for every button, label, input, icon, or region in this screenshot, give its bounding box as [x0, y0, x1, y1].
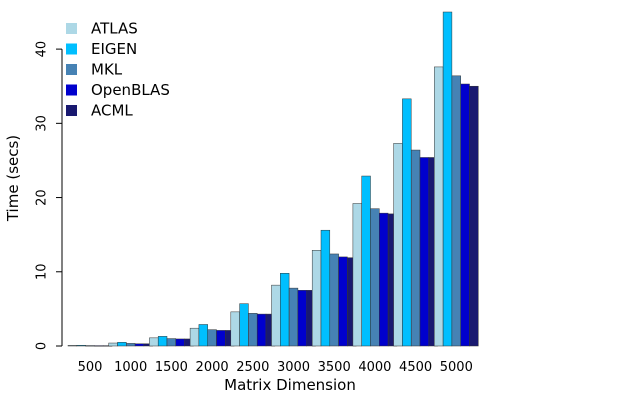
- bar-openblas-4500: [419, 157, 430, 347]
- bar-atlas-3500: [311, 250, 322, 347]
- x-tick-label: 2500: [236, 360, 269, 375]
- bar-eigen-500: [76, 345, 86, 347]
- bar-atlas-2500: [230, 311, 240, 347]
- legend-swatch-mkl: [66, 64, 77, 75]
- bar-atlas-3000: [271, 284, 281, 347]
- bar-eigen-1000: [117, 342, 127, 347]
- bar-mkl-3500: [329, 253, 339, 347]
- bar-mkl-2000: [207, 329, 217, 347]
- legend-label-acml: ACML: [91, 102, 133, 120]
- legend-label-openblas: OpenBLAS: [91, 81, 170, 99]
- bar-eigen-4500: [402, 98, 412, 347]
- bar-atlas-2000: [189, 327, 200, 347]
- x-tick-label: 4500: [399, 360, 432, 375]
- legend-swatch-acml: [66, 105, 77, 116]
- bar-eigen-2000: [198, 324, 208, 347]
- bar-acml-5000: [469, 85, 479, 347]
- legend: ATLAS EIGEN MKL OpenBLAS ACML: [66, 20, 170, 120]
- bar-openblas-2500: [256, 313, 267, 347]
- bar-atlas-4000: [352, 203, 362, 347]
- bar-openblas-3000: [297, 290, 307, 347]
- bar-atlas-1500: [149, 337, 159, 347]
- legend-swatch-openblas: [66, 84, 77, 96]
- x-tick-label: 5000: [440, 360, 473, 375]
- x-axis-label: Matrix Dimension: [224, 376, 356, 394]
- bar-openblas-2000: [216, 330, 226, 347]
- bar-openblas-500: [94, 345, 104, 347]
- bar-mkl-4500: [410, 149, 421, 347]
- bar-eigen-5000: [442, 11, 453, 347]
- x-tick-label: 3500: [318, 360, 351, 375]
- bar-mkl-4000: [370, 208, 380, 347]
- legend-swatch-atlas: [66, 23, 77, 34]
- y-tick-label: 20: [35, 189, 50, 206]
- bar-openblas-1500: [175, 338, 185, 347]
- bar-atlas-4500: [393, 143, 403, 347]
- legend-label-mkl: MKL: [91, 61, 123, 79]
- bar-openblas-4000: [379, 212, 389, 347]
- bar-mkl-2500: [248, 313, 258, 347]
- bar-atlas-500: [67, 345, 78, 347]
- x-tick-label: 3000: [277, 360, 310, 375]
- bar-openblas-1000: [134, 343, 145, 347]
- bar-eigen-3000: [280, 273, 290, 347]
- bar-eigen-1500: [157, 336, 168, 347]
- bar-openblas-5000: [460, 83, 470, 347]
- y-axis-label: Time (secs): [4, 135, 22, 222]
- y-tick-label: 30: [35, 115, 50, 132]
- legend-label-atlas: ATLAS: [91, 20, 138, 38]
- x-axis-ticks: 500 1000 1500 2000 2500 3000 3500 4000 4500 5000: [78, 360, 473, 375]
- bar-eigen-3500: [320, 229, 331, 347]
- bar-atlas-1000: [108, 342, 118, 347]
- x-tick-label: 1500: [155, 360, 188, 375]
- y-tick-label: 0: [35, 342, 50, 350]
- bar-mkl-3000: [288, 287, 299, 347]
- bar-mkl-5000: [451, 75, 461, 347]
- y-axis-ticks: 0 10 20 30 40: [35, 41, 62, 350]
- x-tick-label: 1000: [114, 360, 147, 375]
- bar-atlas-5000: [434, 66, 444, 347]
- y-tick-label: 10: [35, 264, 50, 281]
- legend-swatch-eigen: [66, 43, 77, 55]
- bar-mkl-500: [85, 345, 95, 347]
- legend-label-eigen: EIGEN: [91, 40, 137, 58]
- bar-mkl-1500: [166, 338, 177, 347]
- y-tick-label: 40: [35, 41, 50, 58]
- x-tick-label: 4000: [358, 360, 391, 375]
- x-tick-label: 500: [78, 360, 103, 375]
- bar-openblas-3500: [338, 256, 348, 347]
- bar-eigen-4000: [361, 175, 371, 347]
- bar-mkl-1000: [126, 343, 136, 347]
- bar-eigen-2500: [239, 303, 249, 347]
- bar-group: [67, 11, 479, 347]
- x-tick-label: 2000: [196, 360, 229, 375]
